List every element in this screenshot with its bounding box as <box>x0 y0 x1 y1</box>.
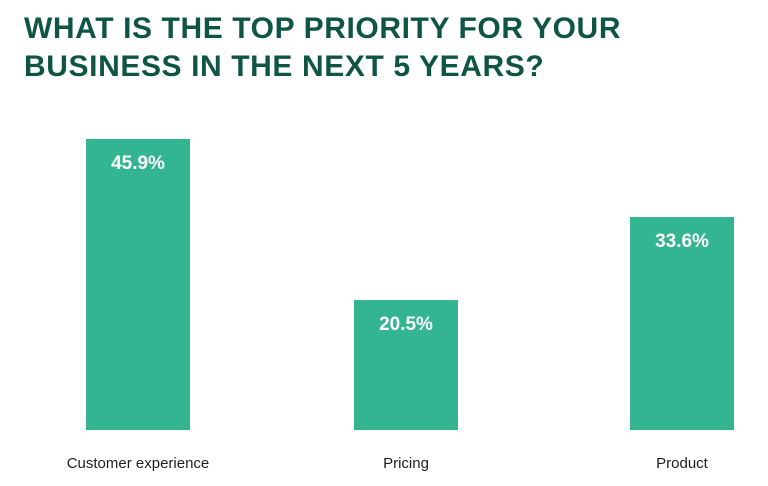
bar-value-label: 33.6% <box>655 231 709 252</box>
bar-customer-experience <box>86 139 190 430</box>
bar-product <box>630 216 734 430</box>
category-label: Customer experience <box>67 455 210 472</box>
bar-value-label: 20.5% <box>379 314 433 335</box>
bar-value-label: 45.9% <box>111 153 165 174</box>
category-label: Pricing <box>383 455 429 472</box>
category-label: Product <box>656 455 709 472</box>
chart-title: WHAT IS THE TOP PRIORITY FOR YOUR BUSINE… <box>24 12 622 83</box>
bar-pricing <box>354 300 458 430</box>
